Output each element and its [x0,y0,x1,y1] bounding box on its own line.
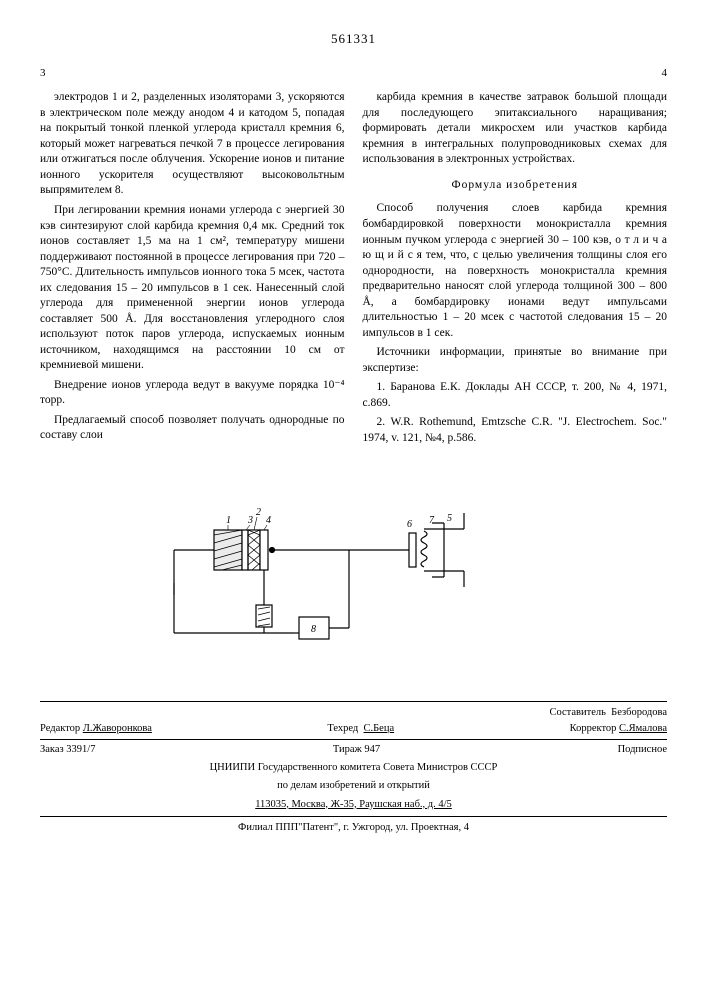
diagram-label-8: 8 [311,624,316,635]
circuit-diagram: 1 3 2 4 5 6 7 8 [40,475,667,671]
diagram-label-3: 3 [247,515,253,526]
org-line-1: ЦНИИПИ Государственного комитета Совета … [40,761,667,775]
para: электродов 1 и 2, разделенных изоляторам… [40,90,345,199]
order-number: Заказ 3391/7 [40,743,95,757]
podpisnoe: Подписное [618,743,667,757]
diagram-label-1: 1 [226,515,231,526]
diagram-label-5: 5 [447,513,452,524]
formula-heading: Формула изобретения [363,178,668,194]
para: Предлагаемый способ позволяет получать о… [40,413,345,444]
editor-line: Редактор Л.Жаворонкова [40,722,152,736]
para: 1. Баранова Е.К. Доклады АН СССР, т. 200… [363,380,668,411]
para: Способ получения слоев карбида кремния б… [363,201,668,341]
techred-line: Техред С.Беца [327,722,394,736]
page-right: 4 [662,66,668,81]
para: 2. W.R. Rothemund, Emtzsche C.R. "J. Ele… [363,415,668,446]
para: Внедрение ионов углерода ведут в вакууме… [40,378,345,409]
org-line-2: по делам изобретений и открытий [40,779,667,793]
diagram-label-2: 2 [256,507,261,518]
para: карбида кремния в качестве затравок боль… [363,90,668,168]
footer-block: Составитель Безбородова Редактор Л.Жавор… [40,701,667,835]
left-column: электродов 1 и 2, разделенных изоляторам… [40,90,345,450]
compiler-line: Составитель Безбородова [550,706,668,720]
page-numbers: 3 4 [40,66,667,81]
text-columns: электродов 1 и 2, разделенных изоляторам… [40,90,667,450]
page-left: 3 [40,66,46,81]
para: При легировании кремния ионами углерода … [40,203,345,374]
diagram-label-6: 6 [407,519,412,530]
address-1: 113035, Москва, Ж-35, Раушская наб., д. … [40,798,667,812]
tirazh: Тираж 947 [333,743,380,757]
address-2: Филиал ППП"Патент", г. Ужгород, ул. Прое… [40,821,667,835]
diagram-label-7: 7 [429,515,435,526]
corrector-line: Корректор С.Ямалова [570,722,667,736]
para: Источники информации, принятые во вниман… [363,345,668,376]
document-number: 561331 [40,30,667,48]
right-column: карбида кремния в качестве затравок боль… [363,90,668,450]
diagram-label-4: 4 [266,515,271,526]
